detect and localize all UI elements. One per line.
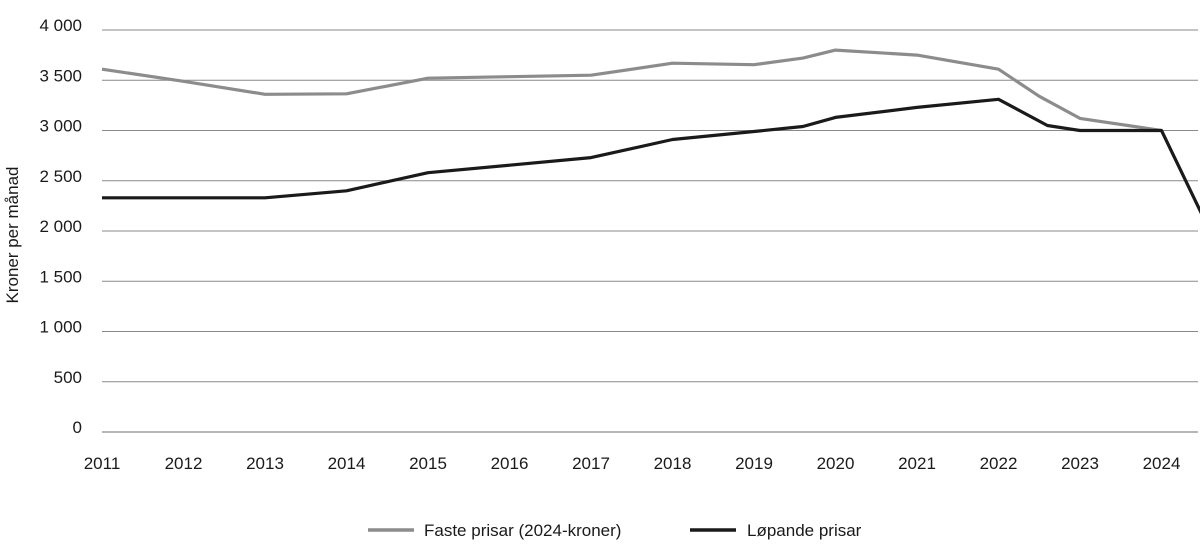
x-tick-label: 2018 bbox=[654, 454, 692, 473]
x-tick-label: 2022 bbox=[980, 454, 1018, 473]
x-tick-label: 2012 bbox=[165, 454, 203, 473]
legend-label-0: Faste prisar (2024-kroner) bbox=[424, 521, 621, 540]
y-tick-label: 2 500 bbox=[39, 167, 82, 186]
y-tick-label: 0 bbox=[73, 418, 82, 437]
x-tick-label: 2021 bbox=[898, 454, 936, 473]
x-tick-label: 2016 bbox=[491, 454, 529, 473]
x-tick-label: 2017 bbox=[572, 454, 610, 473]
y-tick-label: 2 000 bbox=[39, 217, 82, 236]
y-tick-label: 3 500 bbox=[39, 66, 82, 85]
legend-label-1: Løpande prisar bbox=[747, 521, 862, 540]
y-tick-label: 500 bbox=[54, 368, 82, 387]
x-tick-label: 2024 bbox=[1143, 454, 1181, 473]
y-axis-title: Kroner per månad bbox=[3, 166, 22, 303]
x-tick-label: 2019 bbox=[735, 454, 773, 473]
gridlines bbox=[102, 29, 1198, 433]
series-lines bbox=[101, 48, 1200, 215]
y-tick-label: 3 000 bbox=[39, 117, 82, 136]
y-tick-label: 1 000 bbox=[39, 318, 82, 337]
x-tick-label: 2020 bbox=[817, 454, 855, 473]
y-axis-ticks: 0 500 1 000 1 500 2 000 2 500 3 000 3 500 4 000 bbox=[39, 16, 82, 437]
series-line-1 bbox=[102, 97, 1200, 215]
x-tick-label: 2011 bbox=[84, 454, 121, 473]
x-tick-label: 2015 bbox=[409, 454, 447, 473]
x-tick-label: 2023 bbox=[1061, 454, 1099, 473]
legend: Faste prisar (2024-kroner) Løpande prisar bbox=[368, 521, 862, 540]
x-tick-label: 2014 bbox=[328, 454, 366, 473]
x-axis-ticks: 2011 2012 2013 2014 2015 2016 2017 2018 2019 2020… bbox=[84, 454, 1181, 473]
y-tick-label: 4 000 bbox=[39, 16, 82, 35]
x-tick-label: 2013 bbox=[246, 454, 284, 473]
series-line-0 bbox=[101, 48, 1162, 133]
y-tick-label: 1 500 bbox=[39, 267, 82, 286]
